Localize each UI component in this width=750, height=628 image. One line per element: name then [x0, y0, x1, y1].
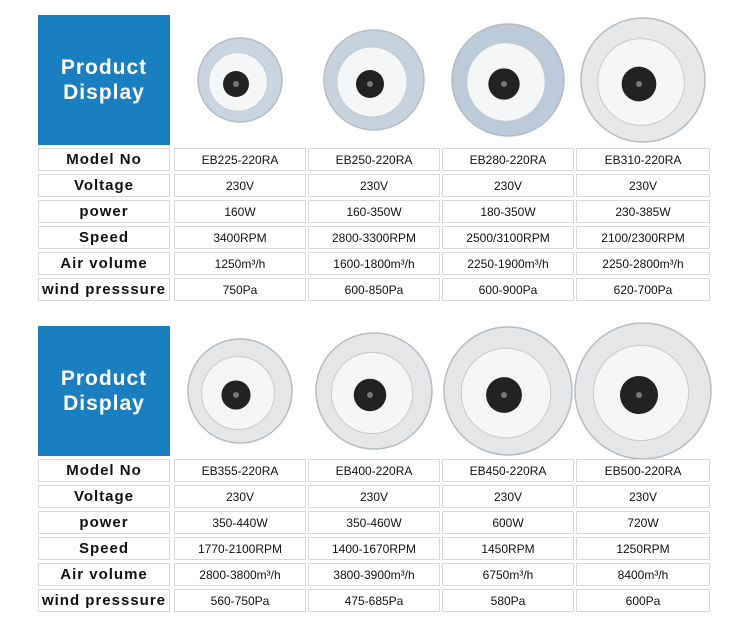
fan-hub — [636, 392, 642, 398]
cell: 1250m³/h — [174, 252, 306, 275]
cell: 2500/3100RPM — [442, 226, 574, 249]
cell: 2250-2800m³/h — [576, 252, 710, 275]
cell: 8400m³/h — [576, 563, 710, 586]
cell: 2100/2300RPM — [576, 226, 710, 249]
row-label: Air volume — [38, 563, 170, 586]
cell: 160-350W — [308, 200, 440, 223]
cell: 2250-1900m³/h — [442, 252, 574, 275]
row-label: Model No — [38, 459, 170, 482]
cell: 230V — [174, 174, 306, 197]
cell: 560-750Pa — [174, 589, 306, 612]
fan-hub — [501, 392, 507, 398]
cell: 350-460W — [308, 511, 440, 534]
row-label: Voltage — [38, 174, 170, 197]
fan-hub — [233, 81, 239, 87]
cell: EB400-220RA — [308, 459, 440, 482]
cell: 350-440W — [174, 511, 306, 534]
cell: 600Pa — [576, 589, 710, 612]
cell: 3400RPM — [174, 226, 306, 249]
cell: EB355-220RA — [174, 459, 306, 482]
cell: 1400-1670RPM — [308, 537, 440, 560]
cell: 1250RPM — [576, 537, 710, 560]
row-label: power — [38, 511, 170, 534]
cell: 1600-1800m³/h — [308, 252, 440, 275]
cell: EB310-220RA — [576, 148, 710, 171]
cell: 3800-3900m³/h — [308, 563, 440, 586]
cell: 2800-3800m³/h — [174, 563, 306, 586]
fan-hub — [233, 392, 239, 398]
cell: 620-700Pa — [576, 278, 710, 301]
title-box: Product Display — [38, 326, 170, 456]
row-label: wind presssure — [38, 589, 170, 612]
cell: 6750m³/h — [442, 563, 574, 586]
cell: EB450-220RA — [442, 459, 574, 482]
cell: 180-350W — [442, 200, 574, 223]
cell: 230V — [576, 485, 710, 508]
row-label: Speed — [38, 537, 170, 560]
fan-hub — [367, 392, 373, 398]
title: Product Display — [60, 367, 148, 415]
cell: EB250-220RA — [308, 148, 440, 171]
cell: 600-900Pa — [442, 278, 574, 301]
cell: 475-685Pa — [308, 589, 440, 612]
cell: 230-385W — [576, 200, 710, 223]
cell: 2800-3300RPM — [308, 226, 440, 249]
row-label: Voltage — [38, 485, 170, 508]
cell: 230V — [442, 174, 574, 197]
title: Product Display — [60, 56, 148, 104]
cell: 1770-2100RPM — [174, 537, 306, 560]
row-label: wind presssure — [38, 278, 170, 301]
title-box: Product Display — [38, 15, 170, 145]
cell: 230V — [174, 485, 306, 508]
fan-hub — [636, 81, 642, 87]
row-label: Speed — [38, 226, 170, 249]
cell: 600W — [442, 511, 574, 534]
row-label: power — [38, 200, 170, 223]
cell: 1450RPM — [442, 537, 574, 560]
fan-hub — [367, 81, 373, 87]
cell: 720W — [576, 511, 710, 534]
fan-hub — [501, 81, 507, 87]
cell: 230V — [308, 174, 440, 197]
cell: 230V — [576, 174, 710, 197]
row-label: Model No — [38, 148, 170, 171]
cell: EB225-220RA — [174, 148, 306, 171]
cell: EB280-220RA — [442, 148, 574, 171]
cell: EB500-220RA — [576, 459, 710, 482]
cell: 160W — [174, 200, 306, 223]
row-label: Air volume — [38, 252, 170, 275]
cell: 230V — [442, 485, 574, 508]
cell: 580Pa — [442, 589, 574, 612]
cell: 230V — [308, 485, 440, 508]
cell: 750Pa — [174, 278, 306, 301]
cell: 600-850Pa — [308, 278, 440, 301]
